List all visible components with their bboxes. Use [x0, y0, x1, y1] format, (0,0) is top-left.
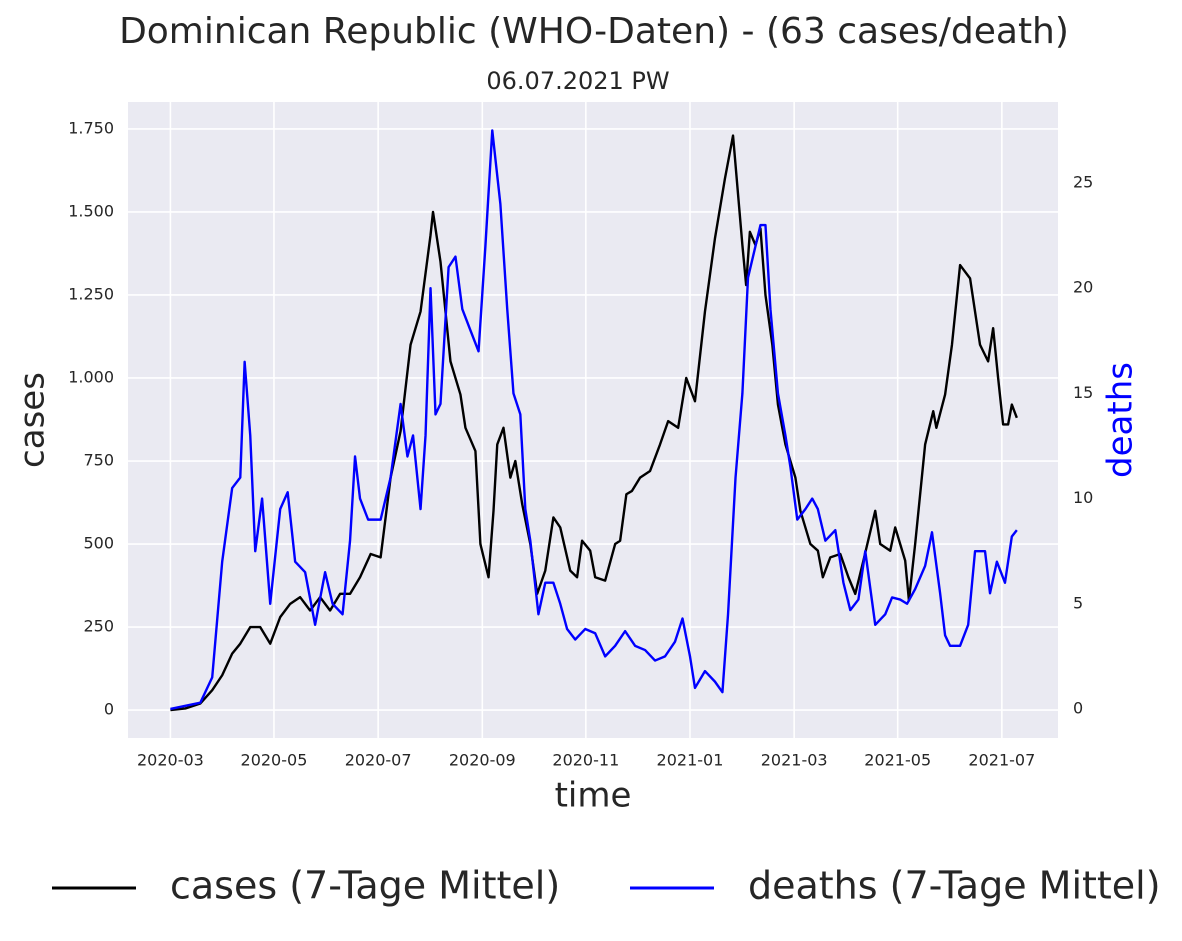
- y-tick-label: 0: [104, 700, 114, 719]
- lines: [170, 129, 1018, 712]
- y2-tick-label: 15: [1073, 383, 1093, 402]
- legend-label: deaths (7-Tage Mittel): [748, 864, 1161, 908]
- x-tick-label: 2021-03: [761, 751, 828, 770]
- x-tick-label: 2021-05: [864, 751, 931, 770]
- x-tick-label: 2021-07: [968, 751, 1035, 770]
- chart-subtitle: 06.07.2021 PW: [486, 67, 669, 95]
- x-tick-label: 2020-11: [552, 751, 619, 770]
- grid: [128, 102, 1058, 738]
- y2-tick-label: 20: [1073, 278, 1093, 297]
- y2-axis-label: deaths: [1101, 362, 1141, 478]
- y-tick-label: 1.750: [68, 118, 114, 137]
- y2-tick-label: 10: [1073, 488, 1093, 507]
- y2-tick-label: 0: [1073, 698, 1083, 717]
- y-tick-label: 1.500: [68, 201, 114, 220]
- plot-area: [128, 102, 1058, 738]
- data-line: [170, 129, 1018, 711]
- y-axis-label: cases: [13, 372, 53, 468]
- data-line: [170, 134, 1018, 712]
- x-tick-label: 2020-05: [241, 751, 308, 770]
- legend: cases (7-Tage Mittel) deaths (7-Tage Mitt…: [52, 864, 1161, 908]
- y-tick-label: 1.250: [68, 284, 114, 303]
- chart-title: Dominican Republic (WHO-Daten) - (63 cas…: [119, 11, 1069, 52]
- x-tick-label: 2020-03: [137, 751, 204, 770]
- y-tick-label: 250: [83, 617, 114, 636]
- y2-tick-label: 5: [1073, 593, 1083, 612]
- y-tick-label: 750: [83, 451, 114, 470]
- y-tick-label: 1.000: [68, 367, 114, 386]
- legend-label: cases (7-Tage Mittel): [170, 864, 560, 908]
- y-tick-label: 500: [83, 534, 114, 553]
- x-tick-label: 2021-01: [657, 751, 724, 770]
- x-tick-label: 2020-09: [449, 751, 516, 770]
- x-tick-label: 2020-07: [345, 751, 412, 770]
- x-axis-label: time: [555, 776, 632, 816]
- y2-tick-label: 25: [1073, 172, 1093, 191]
